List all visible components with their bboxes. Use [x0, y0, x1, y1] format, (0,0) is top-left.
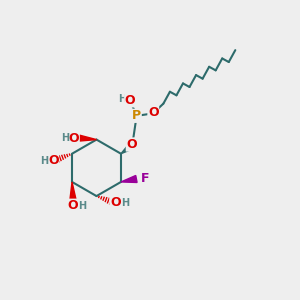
Text: O: O: [69, 132, 79, 145]
Text: F: F: [140, 172, 149, 185]
Polygon shape: [70, 182, 76, 199]
Text: P: P: [132, 109, 141, 122]
Polygon shape: [121, 176, 137, 182]
Text: H: H: [118, 94, 126, 104]
Text: H: H: [40, 156, 49, 166]
Text: O: O: [110, 196, 121, 209]
Text: O: O: [126, 138, 137, 151]
Text: O: O: [68, 199, 78, 212]
Text: O: O: [48, 154, 58, 167]
Polygon shape: [79, 135, 97, 141]
Text: O: O: [148, 106, 159, 119]
Text: H: H: [78, 201, 86, 211]
Text: O: O: [125, 94, 135, 107]
Text: H: H: [61, 133, 69, 143]
Text: H: H: [121, 199, 129, 208]
Polygon shape: [121, 142, 134, 154]
